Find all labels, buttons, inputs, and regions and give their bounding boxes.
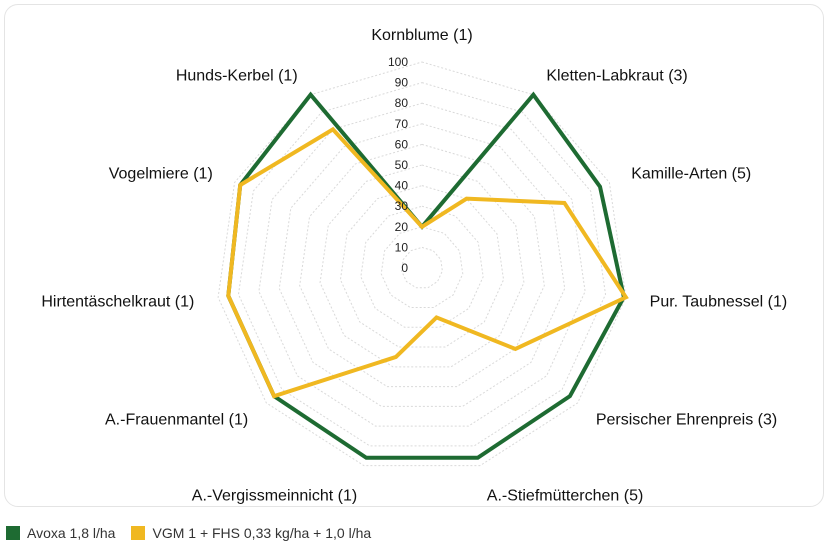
grid-ring bbox=[278, 123, 566, 407]
radar-chart: 0 10 20 30 40 50 60 70 80 90 100 Kornblume (1) Klett… bbox=[41, 27, 788, 505]
chart-card bbox=[4, 4, 824, 507]
legend-swatch-vgm bbox=[131, 526, 146, 540]
chart-legend: Avoxa 1,8 l/ha VGM 1 + FHS 0,33 kg/ha + … bbox=[6, 525, 387, 541]
grid-ring bbox=[380, 226, 464, 309]
tick-label: 90 bbox=[395, 76, 409, 90]
tick-label: 100 bbox=[388, 55, 408, 69]
series-line-1 bbox=[226, 91, 626, 460]
category-label: A.-Frauenmantel (1) bbox=[105, 412, 248, 429]
grid-ring bbox=[401, 246, 443, 289]
legend-label-vgm: VGM 1 + FHS 0,33 kg/ha + 1,0 l/ha bbox=[152, 525, 372, 541]
tick-label: 10 bbox=[395, 240, 409, 254]
series-line-2 bbox=[226, 126, 629, 399]
tick-label: 80 bbox=[395, 96, 409, 110]
legend-label-avoxa: Avoxa 1,8 l/ha bbox=[27, 525, 116, 541]
legend-item-avoxa[interactable]: Avoxa 1,8 l/ha bbox=[6, 525, 115, 541]
category-label: Hunds-Kerbel (1) bbox=[176, 68, 298, 85]
tick-label: 60 bbox=[395, 137, 409, 151]
legend-swatch-avoxa bbox=[6, 526, 20, 540]
category-label: Hirtentäschelkraut (1) bbox=[41, 294, 194, 311]
tick-label: 50 bbox=[395, 158, 409, 172]
category-label: Kletten-Labkraut (3) bbox=[546, 68, 687, 85]
grid-ring bbox=[217, 61, 627, 467]
tick-label: 30 bbox=[395, 199, 409, 213]
category-label: Vogelmiere (1) bbox=[109, 165, 213, 182]
grid-ring bbox=[237, 82, 607, 447]
category-label: Persischer Ehrenpreis (3) bbox=[596, 412, 777, 429]
grid-ring bbox=[258, 102, 586, 427]
legend-item-vgm[interactable]: VGM 1 + FHS 0,33 kg/ha + 1,0 l/ha bbox=[131, 525, 371, 541]
category-label: Kamille-Arten (5) bbox=[631, 165, 751, 182]
grid-ring bbox=[339, 185, 505, 348]
grid-ring bbox=[299, 143, 545, 388]
tick-label: 70 bbox=[395, 117, 409, 131]
category-label: Kornblume (1) bbox=[371, 27, 472, 44]
tick-label: 0 bbox=[401, 261, 408, 275]
grid-ring bbox=[319, 164, 525, 368]
category-label: A.-Vergissmeinnicht (1) bbox=[192, 488, 357, 505]
tick-label: 20 bbox=[395, 220, 409, 234]
category-label: Pur. Taubnessel (1) bbox=[650, 294, 788, 311]
category-label: A.-Stiefmütterchen (5) bbox=[487, 488, 643, 505]
tick-label: 40 bbox=[395, 179, 409, 193]
